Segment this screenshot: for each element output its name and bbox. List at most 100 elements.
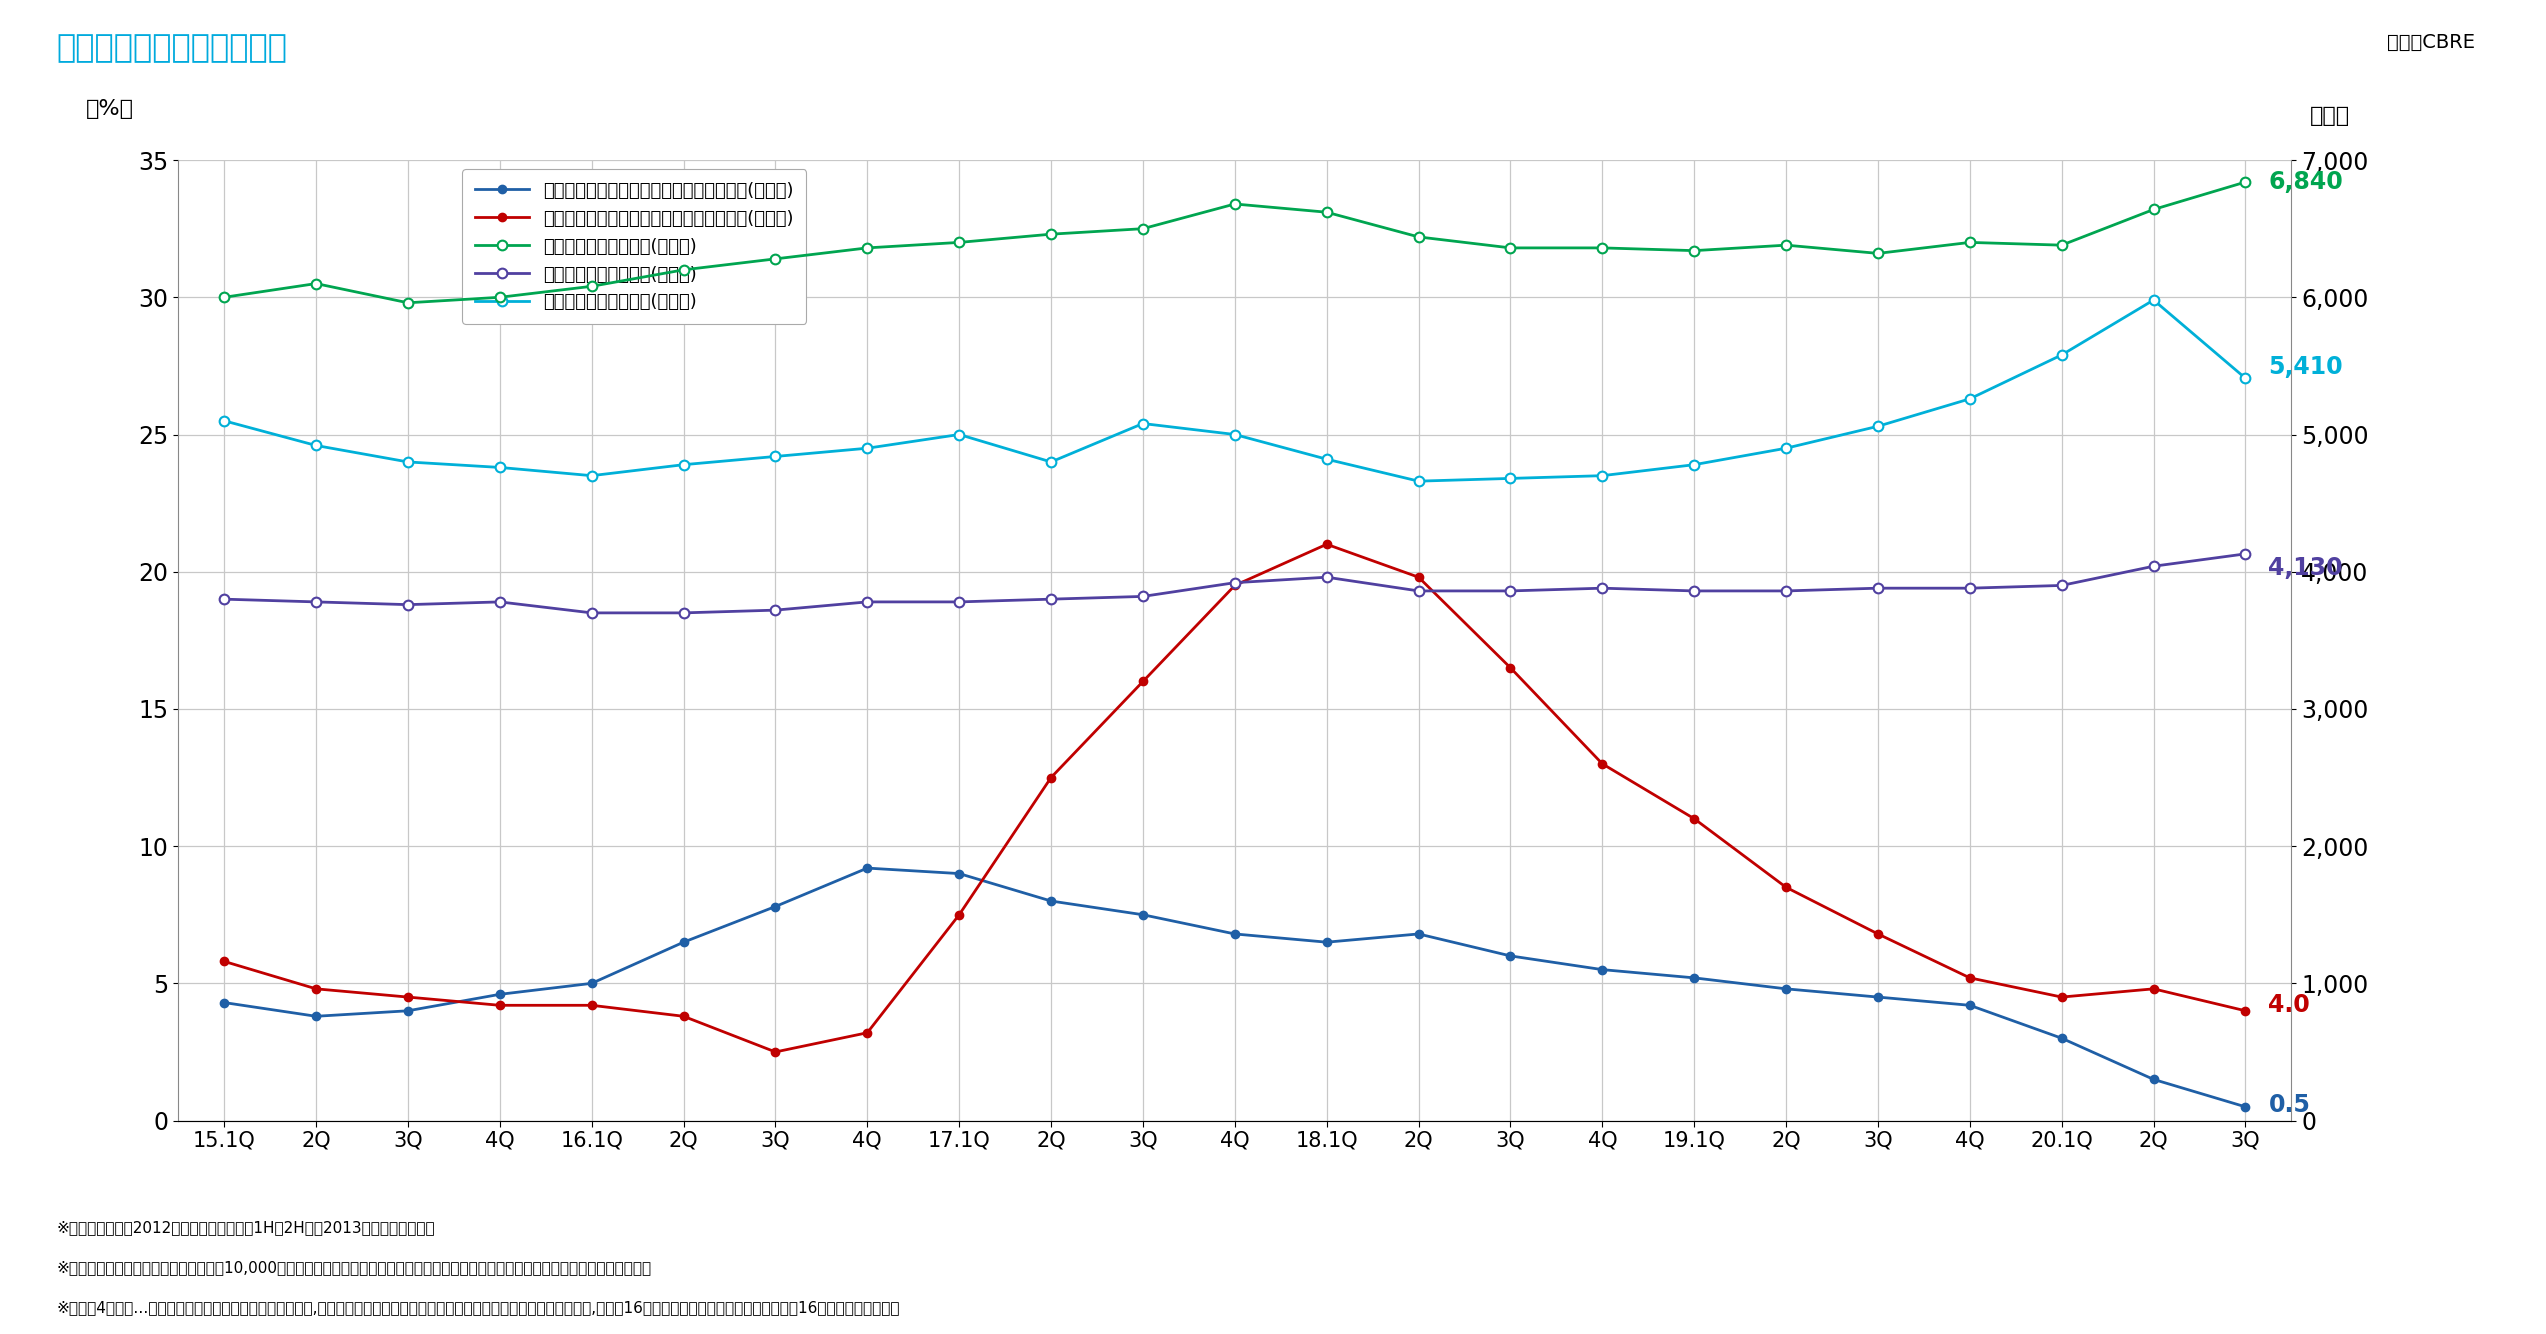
首都圏・大型マルチテナント型施設空室率(左目盛) [1128, 907, 1158, 923]
近畿圏・大型マルチテナント型施設空室率(左目盛) [209, 954, 239, 970]
愛知県・平均募集賃料(右目盛) [1772, 583, 1803, 599]
東京都・平均募集賃料(右目盛) [1403, 229, 1433, 245]
愛知県・平均募集賃料(右目盛) [667, 604, 698, 620]
近畿圏・大型マルチテナント型施設空室率(左目盛) [1772, 879, 1803, 895]
Text: （%）: （%） [87, 99, 135, 119]
大阪府・平均募集賃料(右目盛) [1403, 474, 1433, 490]
近畿圏・大型マルチテナント型施設空室率(左目盛) [761, 1045, 792, 1061]
愛知県・平均募集賃料(右目盛) [761, 602, 792, 618]
愛知県・平均募集賃料(右目盛) [1036, 591, 1067, 607]
Line: 近畿圏・大型マルチテナント型施設空室率(左目盛): 近畿圏・大型マルチテナント型施設空室率(左目盛) [219, 540, 2251, 1057]
近畿圏・大型マルチテナント型施設空室率(左目盛) [853, 1025, 883, 1041]
Text: （円）: （円） [2309, 105, 2350, 125]
Text: 6,840: 6,840 [2268, 169, 2342, 193]
東京都・平均募集賃料(右目盛) [1128, 220, 1158, 236]
首都圏・大型マルチテナント型施設空室率(左目盛) [1220, 926, 1250, 942]
大阪府・平均募集賃料(右目盛) [667, 456, 698, 472]
近畿圏・大型マルチテナント型施設空室率(左目盛) [1220, 578, 1250, 594]
Text: ※平均募集賃料：2012年までは半期単位（1H，2H），2013年より四半期単位: ※平均募集賃料：2012年までは半期単位（1H，2H），2013年より四半期単位 [56, 1221, 435, 1235]
大阪府・平均募集賃料(右目盛) [209, 412, 239, 428]
近畿圏・大型マルチテナント型施設空室率(左目盛) [1036, 770, 1067, 786]
大阪府・平均募集賃料(右目盛) [853, 440, 883, 456]
Line: 愛知県・平均募集賃料(右目盛): 愛知県・平均募集賃料(右目盛) [219, 550, 2251, 618]
首都圏・大型マルチテナント型施設空室率(左目盛) [853, 860, 883, 876]
東京都・平均募集賃料(右目盛) [484, 289, 514, 305]
大阪府・平均募集賃料(右目盛) [2139, 292, 2169, 308]
首都圏・大型マルチテナント型施設空室率(左目盛) [1036, 892, 1067, 908]
東京都・平均募集賃料(右目盛) [1586, 240, 1617, 256]
首都圏・大型マルチテナント型施設空室率(左目盛) [1678, 970, 1708, 986]
愛知県・平均募集賃料(右目盛) [1955, 580, 1986, 596]
近畿圏・大型マルチテナント型施設空室率(左目盛) [1311, 536, 1342, 552]
首都圏・大型マルチテナント型施設空室率(左目盛) [2230, 1099, 2261, 1115]
愛知県・平均募集賃料(右目盛) [2230, 546, 2261, 562]
愛知県・平均募集賃料(右目盛) [484, 594, 514, 610]
Text: 5,410: 5,410 [2268, 355, 2342, 379]
大阪府・平均募集賃料(右目盛) [2230, 371, 2261, 387]
東京都・平均募集賃料(右目盛) [2230, 173, 2261, 189]
首都圏・大型マルチテナント型施設空室率(左目盛) [575, 975, 606, 991]
東京都・平均募集賃料(右目盛) [853, 240, 883, 256]
近畿圏・大型マルチテナント型施設空室率(左目盛) [1864, 926, 1894, 942]
大阪府・平均募集賃料(右目盛) [1220, 427, 1250, 443]
東京都・平均募集賃料(右目盛) [1772, 237, 1803, 253]
近畿圏・大型マルチテナント型施設空室率(左目盛) [2139, 980, 2169, 996]
愛知県・平均募集賃料(右目盛) [1128, 588, 1158, 604]
愛知県・平均募集賃料(右目盛) [1678, 583, 1708, 599]
愛知県・平均募集賃料(右目盛) [1311, 570, 1342, 586]
東京都・平均募集賃料(右目盛) [300, 276, 331, 292]
大阪府・平均募集賃料(右目盛) [1586, 468, 1617, 484]
愛知県・平均募集賃料(右目盛) [1586, 580, 1617, 596]
東京都・平均募集賃料(右目盛) [1955, 235, 1986, 251]
近畿圏・大型マルチテナント型施設空室率(左目盛) [1495, 660, 1525, 676]
首都圏・大型マルチテナント型施設空室率(左目盛) [945, 866, 975, 882]
愛知県・平均募集賃料(右目盛) [2047, 578, 2078, 594]
大阪府・平均募集賃料(右目盛) [1864, 419, 1894, 435]
東京都・平均募集賃料(右目盛) [761, 251, 792, 267]
大阪府・平均募集賃料(右目盛) [1128, 415, 1158, 431]
近畿圏・大型マルチテナント型施設空室率(左目盛) [1586, 756, 1617, 772]
近畿圏・大型マルチテナント型施設空室率(左目盛) [1128, 674, 1158, 690]
大阪府・平均募集賃料(右目盛) [1036, 454, 1067, 470]
首都圏・大型マルチテナント型施設空室率(左目盛) [1403, 926, 1433, 942]
近畿圏・大型マルチテナント型施設空室率(左目盛) [392, 988, 423, 1005]
近畿圏・大型マルチテナント型施設空室率(左目盛) [575, 998, 606, 1014]
東京都・平均募集賃料(右目盛) [1311, 204, 1342, 220]
近畿圏・大型マルチテナント型施設空室率(左目盛) [484, 998, 514, 1014]
大阪府・平均募集賃料(右目盛) [392, 454, 423, 470]
近畿圏・大型マルチテナント型施設空室率(左目盛) [1955, 970, 1986, 986]
首都圏・大型マルチテナント型施設空室率(左目盛) [1586, 962, 1617, 978]
首都圏・大型マルチテナント型施設空室率(左目盛) [1955, 998, 1986, 1014]
首都圏・大型マルチテナント型施設空室率(左目盛) [484, 986, 514, 1002]
首都圏・大型マルチテナント型施設空室率(左目盛) [2047, 1030, 2078, 1046]
愛知県・平均募集賃料(右目盛) [1495, 583, 1525, 599]
愛知県・平均募集賃料(右目盛) [209, 591, 239, 607]
Legend: 首都圏・大型マルチテナント型施設空室率(左目盛), 近畿圏・大型マルチテナント型施設空室率(左目盛), 東京都・平均募集賃料(右目盛), 愛知県・平均募集賃料(: 首都圏・大型マルチテナント型施設空室率(左目盛), 近畿圏・大型マルチテナント型… [461, 169, 807, 324]
東京都・平均募集賃料(右目盛) [1036, 227, 1067, 243]
首都圏・大型マルチテナント型施設空室率(左目盛) [1864, 988, 1894, 1005]
首都圏・大型マルチテナント型施設空室率(左目盛) [761, 899, 792, 915]
東京都・平均募集賃料(右目盛) [667, 261, 698, 277]
首都圏・大型マルチテナント型施設空室率(左目盛) [2139, 1071, 2169, 1087]
Line: 首都圏・大型マルチテナント型施設空室率(左目盛): 首都圏・大型マルチテナント型施設空室率(左目盛) [219, 864, 2251, 1111]
近畿圏・大型マルチテナント型施設空室率(左目盛) [300, 980, 331, 996]
愛知県・平均募集賃料(右目盛) [1864, 580, 1894, 596]
首都圏・大型マルチテナント型施設空室率(左目盛) [392, 1003, 423, 1019]
近畿圏・大型マルチテナント型施設空室率(左目盛) [2230, 1003, 2261, 1019]
東京都・平均募集賃料(右目盛) [209, 289, 239, 305]
東京都・平均募集賃料(右目盛) [1864, 245, 1894, 261]
Text: 4,130: 4,130 [2268, 555, 2342, 579]
東京都・平均募集賃料(右目盛) [575, 279, 606, 295]
Text: 4.0: 4.0 [2268, 994, 2309, 1018]
近畿圏・大型マルチテナント型施設空室率(左目盛) [1403, 570, 1433, 586]
愛知県・平均募集賃料(右目盛) [2139, 558, 2169, 574]
大阪府・平均募集賃料(右目盛) [761, 448, 792, 464]
首都圏・大型マルチテナント型施設空室率(左目盛) [1772, 980, 1803, 996]
近畿圏・大型マルチテナント型施設空室率(左目盛) [1678, 811, 1708, 827]
Text: 出所：CBRE: 出所：CBRE [2386, 33, 2475, 52]
Text: 物流施設空室率・募集賃料: 物流施設空室率・募集賃料 [56, 33, 288, 64]
東京都・平均募集賃料(右目盛) [2139, 201, 2169, 217]
大阪府・平均募集賃料(右目盛) [484, 459, 514, 475]
愛知県・平均募集賃料(右目盛) [575, 604, 606, 620]
Line: 東京都・平均募集賃料(右目盛): 東京都・平均募集賃料(右目盛) [219, 177, 2251, 308]
